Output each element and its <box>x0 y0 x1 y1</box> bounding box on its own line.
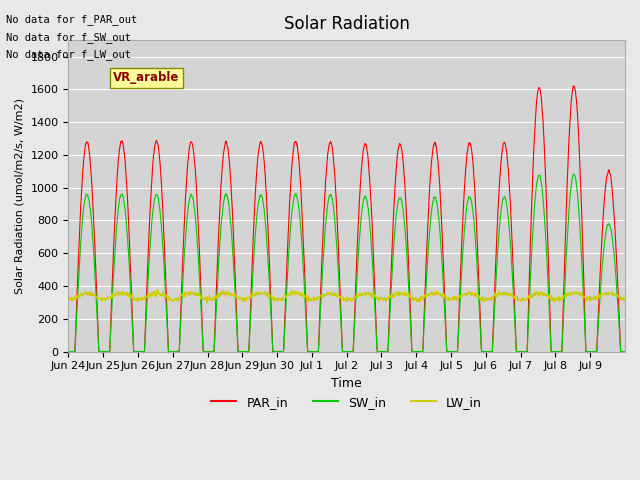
X-axis label: Time: Time <box>332 377 362 390</box>
SW_in <box>614 307 622 312</box>
PAR_in <box>570 83 577 89</box>
LW_in <box>323 291 330 297</box>
Line: SW_in: SW_in <box>68 174 625 351</box>
PAR_in <box>152 141 159 146</box>
SW_in <box>621 348 629 354</box>
PAR_in <box>614 288 622 294</box>
Text: No data for f_PAR_out: No data for f_PAR_out <box>6 14 138 25</box>
SW_in <box>559 316 567 322</box>
LW_in <box>560 294 568 300</box>
SW_in <box>65 348 72 354</box>
LW_in <box>152 290 159 296</box>
Line: PAR_in: PAR_in <box>68 86 625 351</box>
LW_in <box>203 300 211 306</box>
Title: Solar Radiation: Solar Radiation <box>284 15 410 33</box>
PAR_in <box>322 180 330 186</box>
Text: No data for f_LW_out: No data for f_LW_out <box>6 49 131 60</box>
PAR_in <box>621 348 629 354</box>
SW_in <box>478 348 486 354</box>
PAR_in <box>65 348 72 354</box>
LW_in <box>154 287 162 292</box>
SW_in <box>332 233 340 239</box>
Legend: PAR_in, SW_in, LW_in: PAR_in, SW_in, LW_in <box>207 391 487 414</box>
SW_in <box>322 223 330 229</box>
SW_in <box>152 193 159 199</box>
LW_in <box>479 296 486 302</box>
LW_in <box>614 295 622 300</box>
PAR_in <box>332 192 340 198</box>
Y-axis label: Solar Radiation (umol/m2/s, W/m2): Solar Radiation (umol/m2/s, W/m2) <box>15 98 25 294</box>
Text: VR_arable: VR_arable <box>113 71 179 84</box>
SW_in <box>570 171 578 177</box>
PAR_in <box>478 348 486 354</box>
LW_in <box>621 295 629 301</box>
Text: No data for f_SW_out: No data for f_SW_out <box>6 32 131 43</box>
LW_in <box>333 294 340 300</box>
LW_in <box>65 295 72 301</box>
Line: LW_in: LW_in <box>68 289 625 303</box>
PAR_in <box>559 300 567 306</box>
